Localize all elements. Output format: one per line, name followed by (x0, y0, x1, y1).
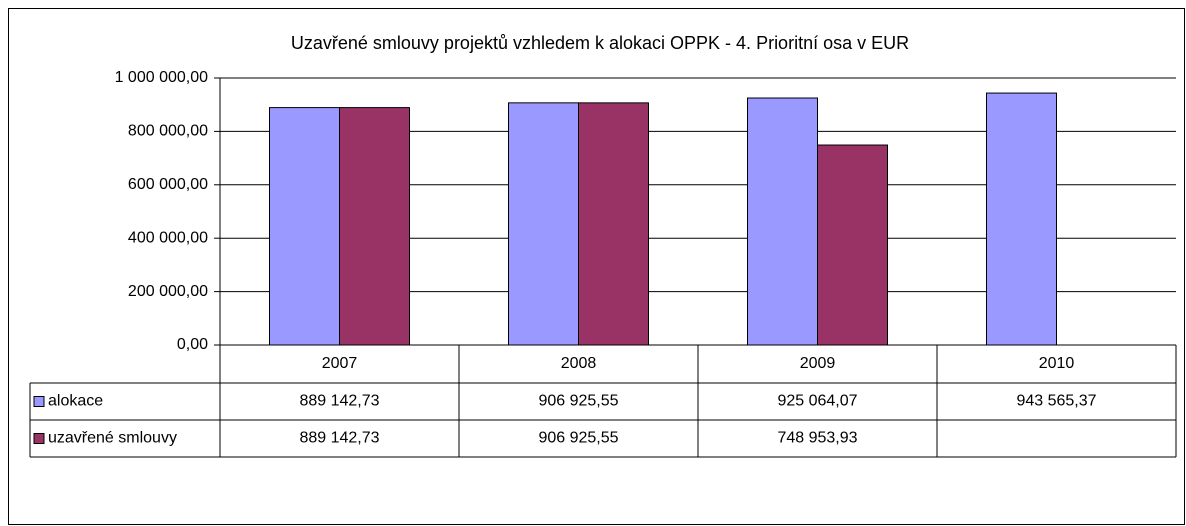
legend-label: uzavřené smlouvy (48, 430, 177, 447)
bar (508, 102, 579, 346)
bar (339, 107, 410, 346)
x-tick-label: 2010 (1039, 355, 1075, 372)
table-value: 943 565,37 (1016, 393, 1096, 410)
bar (578, 102, 649, 346)
y-tick-label: 600 000,00 (128, 176, 208, 193)
legend-key (33, 433, 45, 444)
table-value: 748 953,93 (777, 430, 857, 447)
x-tick-label: 2008 (561, 355, 597, 372)
table-value: 889 142,73 (299, 393, 379, 410)
bar (817, 144, 888, 346)
y-tick-label: 200 000,00 (128, 283, 208, 300)
y-tick-label: 1 000 000,00 (115, 69, 209, 86)
bar (986, 92, 1057, 346)
legend-key (33, 396, 45, 407)
y-tick-label: 0,00 (177, 336, 208, 353)
x-tick-label: 2007 (322, 355, 358, 372)
table-value: 925 064,07 (777, 393, 857, 410)
bar (747, 97, 818, 346)
bar (269, 107, 340, 346)
y-tick-label: 800 000,00 (128, 123, 208, 140)
x-tick-label: 2009 (800, 355, 836, 372)
table-value: 906 925,55 (538, 430, 618, 447)
table-value: 889 142,73 (299, 430, 379, 447)
y-tick-label: 400 000,00 (128, 229, 208, 246)
legend-label: alokace (48, 393, 103, 410)
chart-title: Uzavřené smlouvy projektů vzhledem k alo… (291, 33, 909, 53)
table-value: 906 925,55 (538, 393, 618, 410)
